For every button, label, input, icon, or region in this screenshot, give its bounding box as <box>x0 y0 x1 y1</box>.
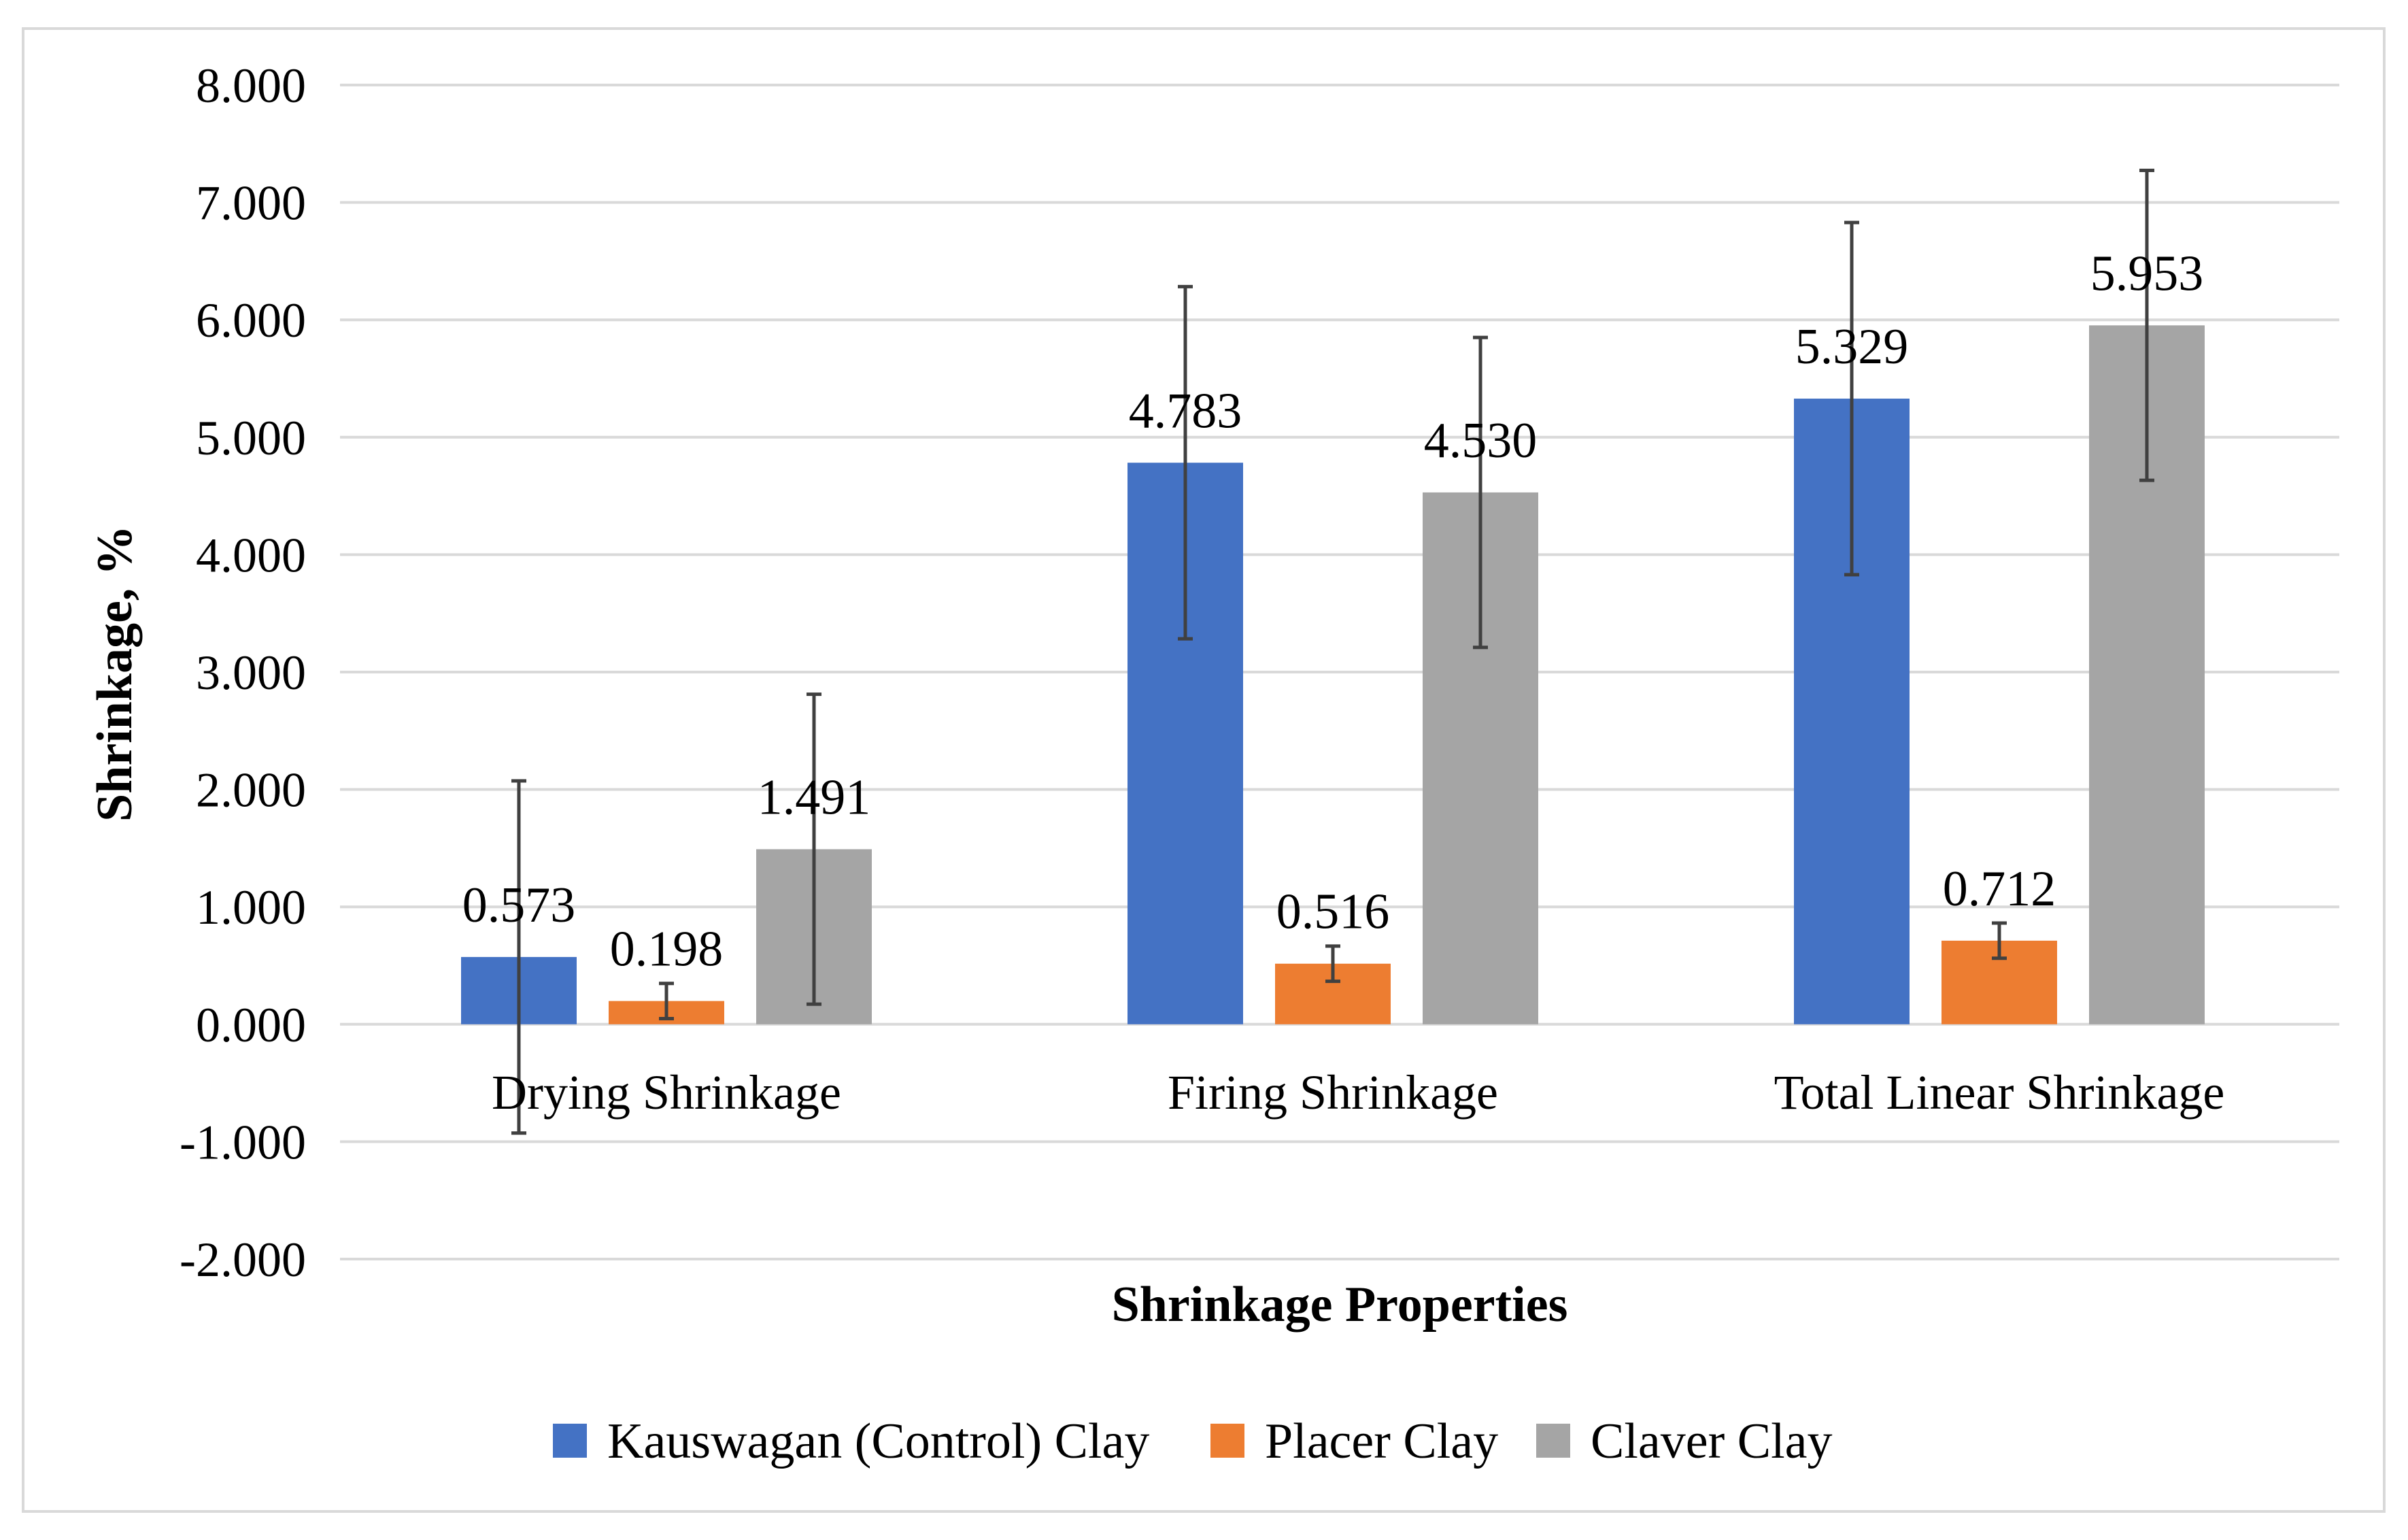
error-bar <box>511 779 526 1135</box>
data-label: 5.329 <box>1795 319 1909 375</box>
legend-swatch <box>1536 1424 1570 1458</box>
y-tick-label: 7.000 <box>196 176 306 231</box>
data-label: 0.573 <box>462 877 576 933</box>
y-tick-label: 5.000 <box>196 411 306 465</box>
y-axis-title: Shrinkage, % <box>87 525 143 822</box>
data-label: 0.516 <box>1276 884 1390 940</box>
y-tick-label: 1.000 <box>196 880 306 935</box>
error-bar <box>1844 220 1859 577</box>
error-bar <box>1473 335 1488 650</box>
y-tick-label: 4.000 <box>196 528 306 582</box>
x-category-label: Drying Shrinkage <box>492 1065 841 1120</box>
data-label: 1.491 <box>758 769 871 825</box>
y-tick-label: 0.000 <box>196 998 306 1052</box>
error-bar <box>1992 921 2007 960</box>
y-tick-label: 2.000 <box>196 763 306 818</box>
legend-item-claver-clay: Claver Clay <box>1536 1413 1833 1469</box>
legend-item-kauswagan-control-clay: Kauswagan (Control) Clay <box>553 1413 1149 1469</box>
gridlines <box>340 84 2339 1260</box>
y-tick-label: 3.000 <box>196 646 306 700</box>
error-bar <box>807 692 821 1006</box>
error-bar <box>2139 168 2154 482</box>
y-tick-label: -2.000 <box>180 1233 306 1287</box>
y-axis-ticks: -2.000 -1.000 0.000 1.000 2.000 3.000 4.000 5.0… <box>180 58 306 1287</box>
legend-label: Placer Clay <box>1265 1413 1498 1469</box>
y-tick-label: 6.000 <box>196 293 306 348</box>
error-bars <box>511 168 2154 1135</box>
data-label: 4.783 <box>1129 383 1242 439</box>
legend-label: Kauswagan (Control) Clay <box>607 1413 1149 1469</box>
y-tick-label: -1.000 <box>180 1115 306 1169</box>
data-label: 0.198 <box>610 922 724 977</box>
data-label: 5.953 <box>2090 246 2204 301</box>
legend: Kauswagan (Control) Clay Placer Clay Clave… <box>553 1413 1833 1469</box>
x-category-label: Total Linear Shrinkage <box>1774 1065 2225 1120</box>
y-tick-label: 8.000 <box>196 58 306 113</box>
x-category-label: Firing Shrinkage <box>1168 1065 1498 1120</box>
data-label: 4.530 <box>1424 413 1538 469</box>
error-bar <box>659 982 674 1021</box>
legend-item-placer-clay: Placer Clay <box>1210 1413 1498 1469</box>
legend-label: Claver Clay <box>1591 1413 1833 1469</box>
error-bar <box>1325 944 1340 984</box>
error-bar <box>1178 284 1193 641</box>
data-label: 0.712 <box>1943 861 2056 917</box>
x-axis-categories: Drying Shrinkage Firing Shrinkage Total Li… <box>492 1065 2224 1120</box>
data-labels: 0.573 0.198 1.491 4.783 0.516 4.530 5.329 0.712… <box>462 246 2204 977</box>
x-axis-title: Shrinkage Properties <box>1112 1277 1568 1333</box>
legend-swatch <box>1210 1424 1244 1458</box>
legend-swatch <box>553 1424 587 1458</box>
